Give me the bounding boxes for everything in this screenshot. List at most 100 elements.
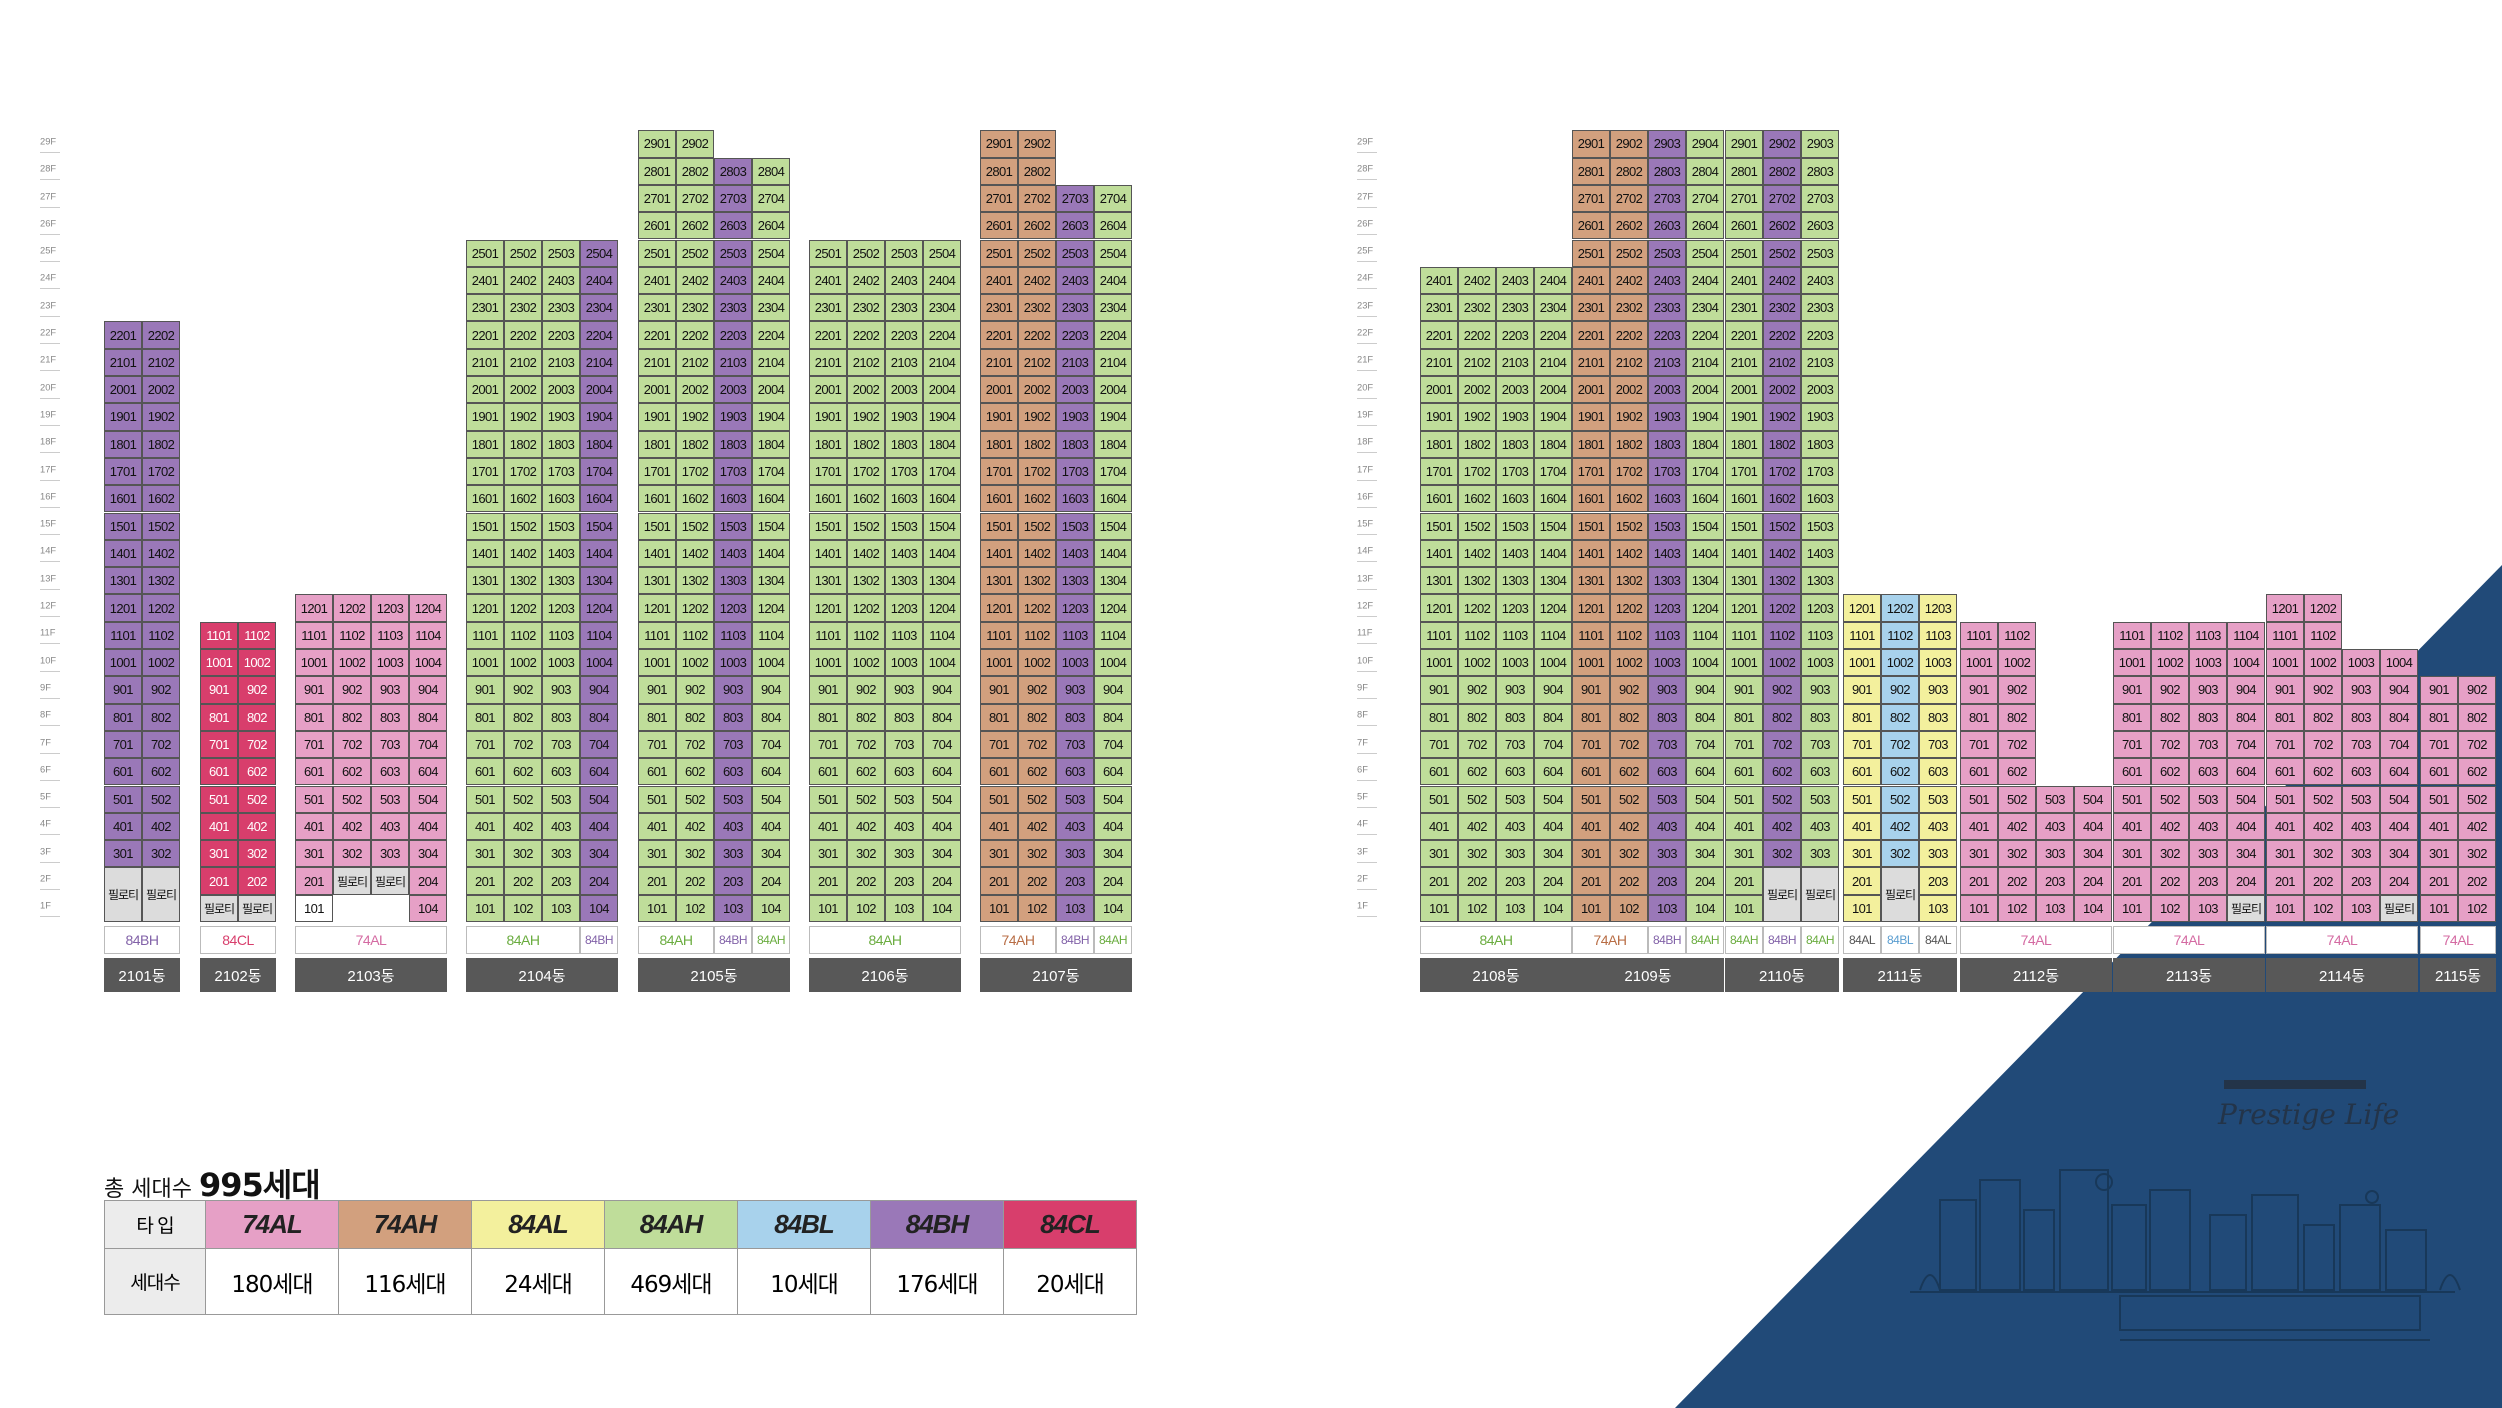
- unit-cell: 2101: [809, 348, 847, 376]
- unit-cell: 1004: [2380, 649, 2418, 677]
- unit-cell: 1303: [1496, 567, 1534, 595]
- unit-cell: 1103: [1919, 621, 1957, 649]
- unit-cell: 103: [2189, 894, 2227, 922]
- unit-cell: 1604: [580, 485, 618, 513]
- unit-cell: 1103: [1801, 621, 1839, 649]
- unit-cell: 804: [2227, 703, 2265, 731]
- unit-cell: 1401: [1725, 539, 1763, 568]
- unit-cell: 804: [2380, 703, 2418, 731]
- unit-cell: 1303: [1648, 567, 1686, 595]
- unit-cell: 2302: [847, 294, 885, 322]
- unit-cell: 1402: [142, 539, 180, 568]
- unit-cell: 204: [2074, 867, 2112, 895]
- unit-cell: 1001: [466, 649, 504, 677]
- unit-cell: 1303: [542, 567, 580, 595]
- unit-cell: 1304: [1686, 567, 1724, 595]
- floor-tick: [1357, 779, 1377, 781]
- summary-type-cell: 84CL: [1003, 1200, 1137, 1249]
- unit-cell: 2103: [714, 348, 752, 376]
- unit-cell: 104: [580, 894, 618, 922]
- unit-cell: 1201: [466, 594, 504, 622]
- unit-cell: 2104: [1094, 348, 1132, 376]
- unit-cell: 1103: [885, 621, 923, 649]
- unit-cell: 2903: [1801, 130, 1839, 158]
- unit-cell: 2801: [1572, 157, 1610, 185]
- unit-cell: 1003: [1056, 649, 1094, 677]
- unit-cell: 1001: [2113, 649, 2151, 677]
- unit-cell: 1004: [923, 649, 961, 677]
- unit-cell: 603: [885, 758, 923, 786]
- unit-cell: 1303: [1801, 567, 1839, 595]
- unit-cell: 1001: [104, 649, 142, 677]
- unit-cell: 1302: [142, 567, 180, 595]
- floor-tick: [40, 534, 60, 536]
- floor-tick: [40, 861, 60, 863]
- unit-cell: 1801: [466, 430, 504, 458]
- unit-cell: 2102: [676, 348, 714, 376]
- unit-cell: 2403: [885, 266, 923, 295]
- unit-cell: 303: [371, 840, 409, 868]
- unit-cell: 2403: [1648, 266, 1686, 295]
- unit-cell: 2101: [1572, 348, 1610, 376]
- unit-cell: 1403: [542, 539, 580, 568]
- unit-cell: 2703: [1801, 184, 1839, 213]
- floor-label: 7F: [1357, 737, 1368, 748]
- pilotis-cell: 필로티: [1881, 867, 1919, 922]
- unit-cell: 1501: [980, 512, 1018, 540]
- unit-cell: 401: [295, 812, 333, 841]
- unit-cell: 604: [1686, 758, 1724, 786]
- unit-cell: 1803: [1801, 430, 1839, 458]
- unit-cell: 1702: [142, 457, 180, 486]
- brand-tag-bar: [2224, 1080, 2366, 1089]
- unit-cell: 1102: [333, 621, 371, 649]
- unit-cell: 1202: [676, 594, 714, 622]
- unit-cell: 1803: [1056, 430, 1094, 458]
- unit-cell: 1602: [1018, 485, 1056, 513]
- unit-cell: 2604: [1686, 212, 1724, 240]
- unit-type-label: 84AH: [1801, 926, 1839, 954]
- unit-cell: 503: [1801, 785, 1839, 813]
- unit-cell: 901: [809, 676, 847, 704]
- unit-cell: 502: [504, 785, 542, 813]
- unit-cell: 1702: [1018, 457, 1056, 486]
- building-label: 2108동: [1420, 958, 1572, 992]
- unit-type-label: 84AH: [809, 926, 961, 954]
- unit-cell: 2404: [1686, 266, 1724, 295]
- unit-cell: 1403: [1496, 539, 1534, 568]
- unit-cell: 401: [466, 812, 504, 841]
- building-label: 2101동: [104, 958, 180, 992]
- floor-tick: [40, 670, 60, 672]
- unit-cell: 2103: [1801, 348, 1839, 376]
- unit-cell: 2402: [504, 266, 542, 295]
- summary-type-cell: 84AL: [471, 1200, 605, 1249]
- unit-cell: 1503: [714, 512, 752, 540]
- unit-cell: 301: [104, 840, 142, 868]
- unit-cell: 1202: [1018, 594, 1056, 622]
- floor-label: 15F: [1357, 519, 1374, 530]
- unit-cell: 1104: [2227, 621, 2265, 649]
- unit-cell: 2503: [714, 239, 752, 267]
- unit-cell: 1003: [371, 649, 409, 677]
- unit-cell: 302: [2458, 840, 2496, 868]
- unit-cell: 101: [2266, 894, 2304, 922]
- unit-cell: 404: [1686, 812, 1724, 841]
- unit-cell: 1101: [1572, 621, 1610, 649]
- unit-cell: 1003: [714, 649, 752, 677]
- unit-cell: 602: [1881, 758, 1919, 786]
- floor-tick: [40, 834, 60, 836]
- unit-cell: 2604: [752, 212, 790, 240]
- summary-count-row: 세대수 180세대 116세대 24세대 469세대 10세대 176세대 20…: [104, 1248, 1137, 1315]
- unit-cell: 2701: [638, 184, 676, 213]
- unit-cell: 204: [2380, 867, 2418, 895]
- unit-cell: 203: [885, 867, 923, 895]
- unit-cell: 2002: [676, 376, 714, 404]
- unit-cell: 302: [847, 840, 885, 868]
- pilotis-cell: 필로티: [142, 867, 180, 922]
- floor-label: 19F: [40, 409, 57, 421]
- unit-cell: 2403: [1056, 266, 1094, 295]
- unit-cell: 404: [409, 812, 447, 841]
- unit-cell: 403: [2036, 812, 2074, 841]
- unit-cell: 1401: [638, 539, 676, 568]
- unit-cell: 901: [1572, 676, 1610, 704]
- unit-cell: 601: [2420, 758, 2458, 786]
